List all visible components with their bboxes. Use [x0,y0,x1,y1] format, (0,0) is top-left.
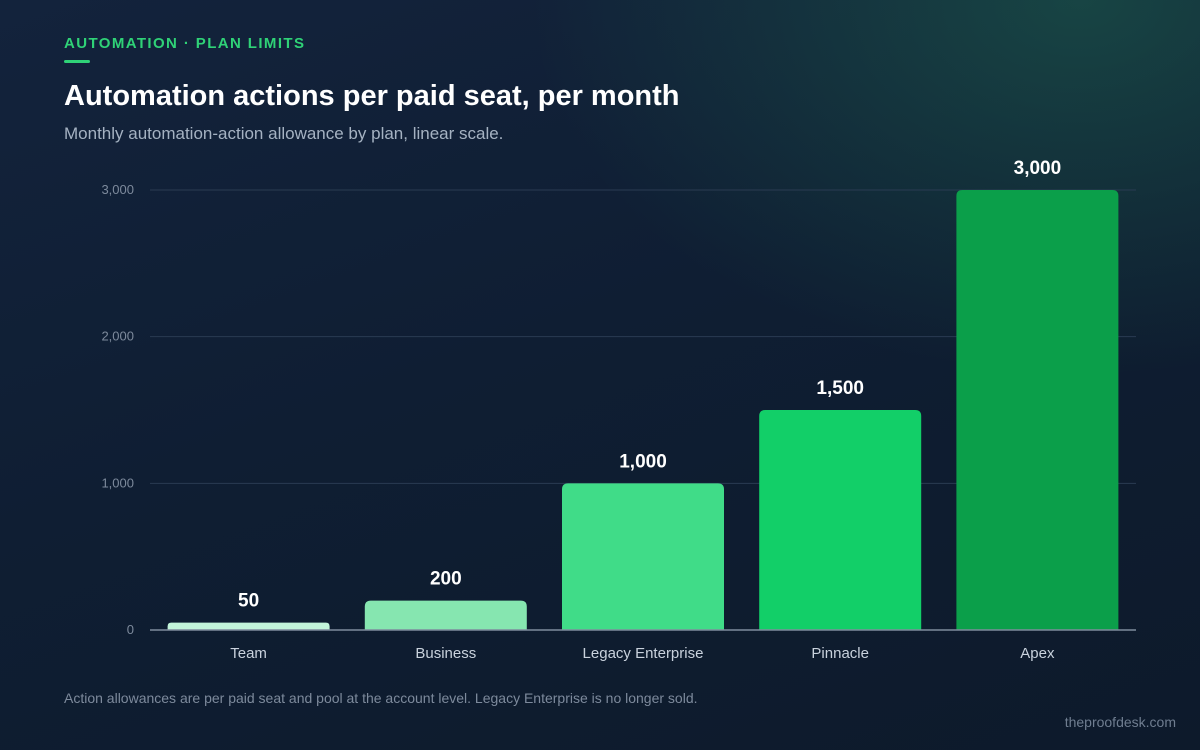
y-tick-label: 1,000 [101,475,134,490]
bar-value-label: 1,500 [816,378,864,399]
y-tick-label: 0 [127,622,134,637]
bar-value-label: 50 [238,591,259,612]
bar [759,410,922,630]
y-tick-label: 2,000 [101,329,134,344]
chart-subtitle: Monthly automation-action allowance by p… [64,124,504,143]
eyebrow-label: AUTOMATION · PLAN LIMITS [64,35,306,52]
category-label: Legacy Enterprise [583,645,704,662]
category-label: Business [415,645,476,662]
bar-value-label: 1,000 [619,451,667,472]
y-tick-label: 3,000 [101,182,134,197]
footnote: Action allowances are per paid seat and … [64,690,698,706]
bar [562,483,724,630]
source-credit: theproofdesk.com [1064,714,1176,730]
chart-title: Automation actions per paid seat, per mo… [64,80,680,112]
bar [956,190,1119,630]
eyebrow-rule [64,60,90,63]
bar-value-label: 200 [430,569,462,590]
bar-value-label: 3,000 [1014,158,1062,179]
category-label: Pinnacle [811,645,869,662]
bar-chart: 0 1,000 2,000 3,000 50 Team 200 Business 1,000 Le… [101,158,1136,662]
category-label: Apex [1020,645,1055,662]
bar [167,622,330,630]
bar [364,600,527,630]
category-label: Team [230,645,267,662]
